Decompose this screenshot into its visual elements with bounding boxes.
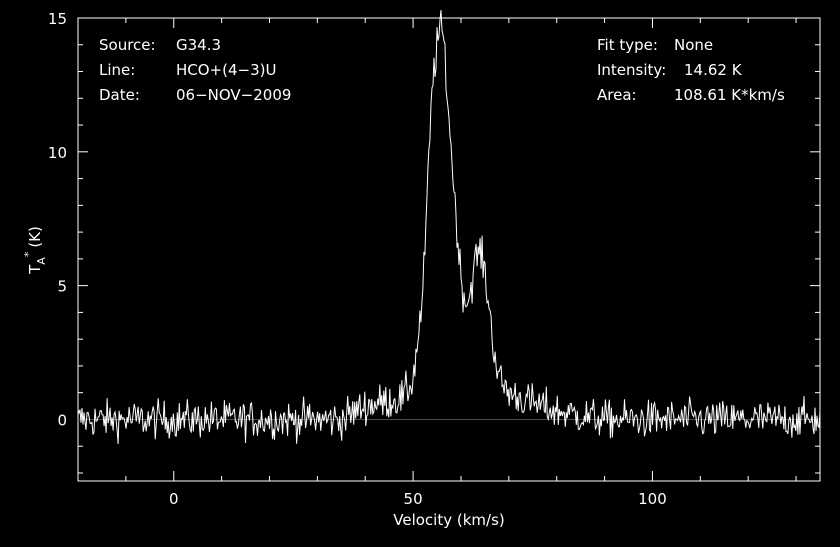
- y-axis-label-unit: (K): [26, 226, 44, 248]
- y-axis-label-sup: *: [22, 251, 35, 257]
- axis-ticks: [78, 17, 820, 481]
- annotation-value: 06−NOV−2009: [176, 86, 291, 104]
- plot-frame: [77, 17, 821, 482]
- annotation-value: HCO+(4−3)U: [176, 61, 276, 79]
- x-axis-label: Velocity (km/s): [393, 511, 504, 529]
- y-tick-label: 5: [57, 278, 67, 296]
- y-tick-label: 10: [48, 144, 67, 162]
- x-tick-label: 0: [169, 490, 179, 508]
- annotation-key: Line:: [99, 61, 135, 79]
- annotation-key: Fit type:: [597, 36, 658, 54]
- y-axis-label-sub: A: [35, 257, 48, 265]
- annotation-key: Date:: [99, 86, 140, 104]
- annotation-left: Source: G34.3 Line: HCO+(4−3)U Date: 06−…: [99, 36, 291, 104]
- annotation-key: Area:: [597, 86, 637, 104]
- spectrum-trace: [77, 10, 821, 445]
- annotation-right: Fit type: None Intensity: 14.62 K Area: …: [597, 36, 785, 104]
- y-tick-label: 0: [57, 411, 67, 429]
- annotation-value: G34.3: [176, 36, 221, 54]
- svg-text:TA*(K): TA* (K): [22, 226, 48, 275]
- y-axis-label: TA* (K): [22, 226, 48, 275]
- x-tick-label: 50: [404, 490, 423, 508]
- annotation-key: Intensity:: [597, 61, 666, 79]
- y-tick-label: 15: [48, 10, 67, 28]
- annotation-key: Source:: [99, 36, 156, 54]
- annotation-value: None: [674, 36, 713, 54]
- y-axis-label-main: T: [26, 264, 44, 275]
- annotation-value: 14.62 K: [684, 61, 743, 79]
- annotation-value: 108.61 K*km/s: [674, 86, 785, 104]
- x-tick-label: 100: [638, 490, 667, 508]
- tick-labels: 0 50 100 0 5 10 15: [48, 10, 667, 508]
